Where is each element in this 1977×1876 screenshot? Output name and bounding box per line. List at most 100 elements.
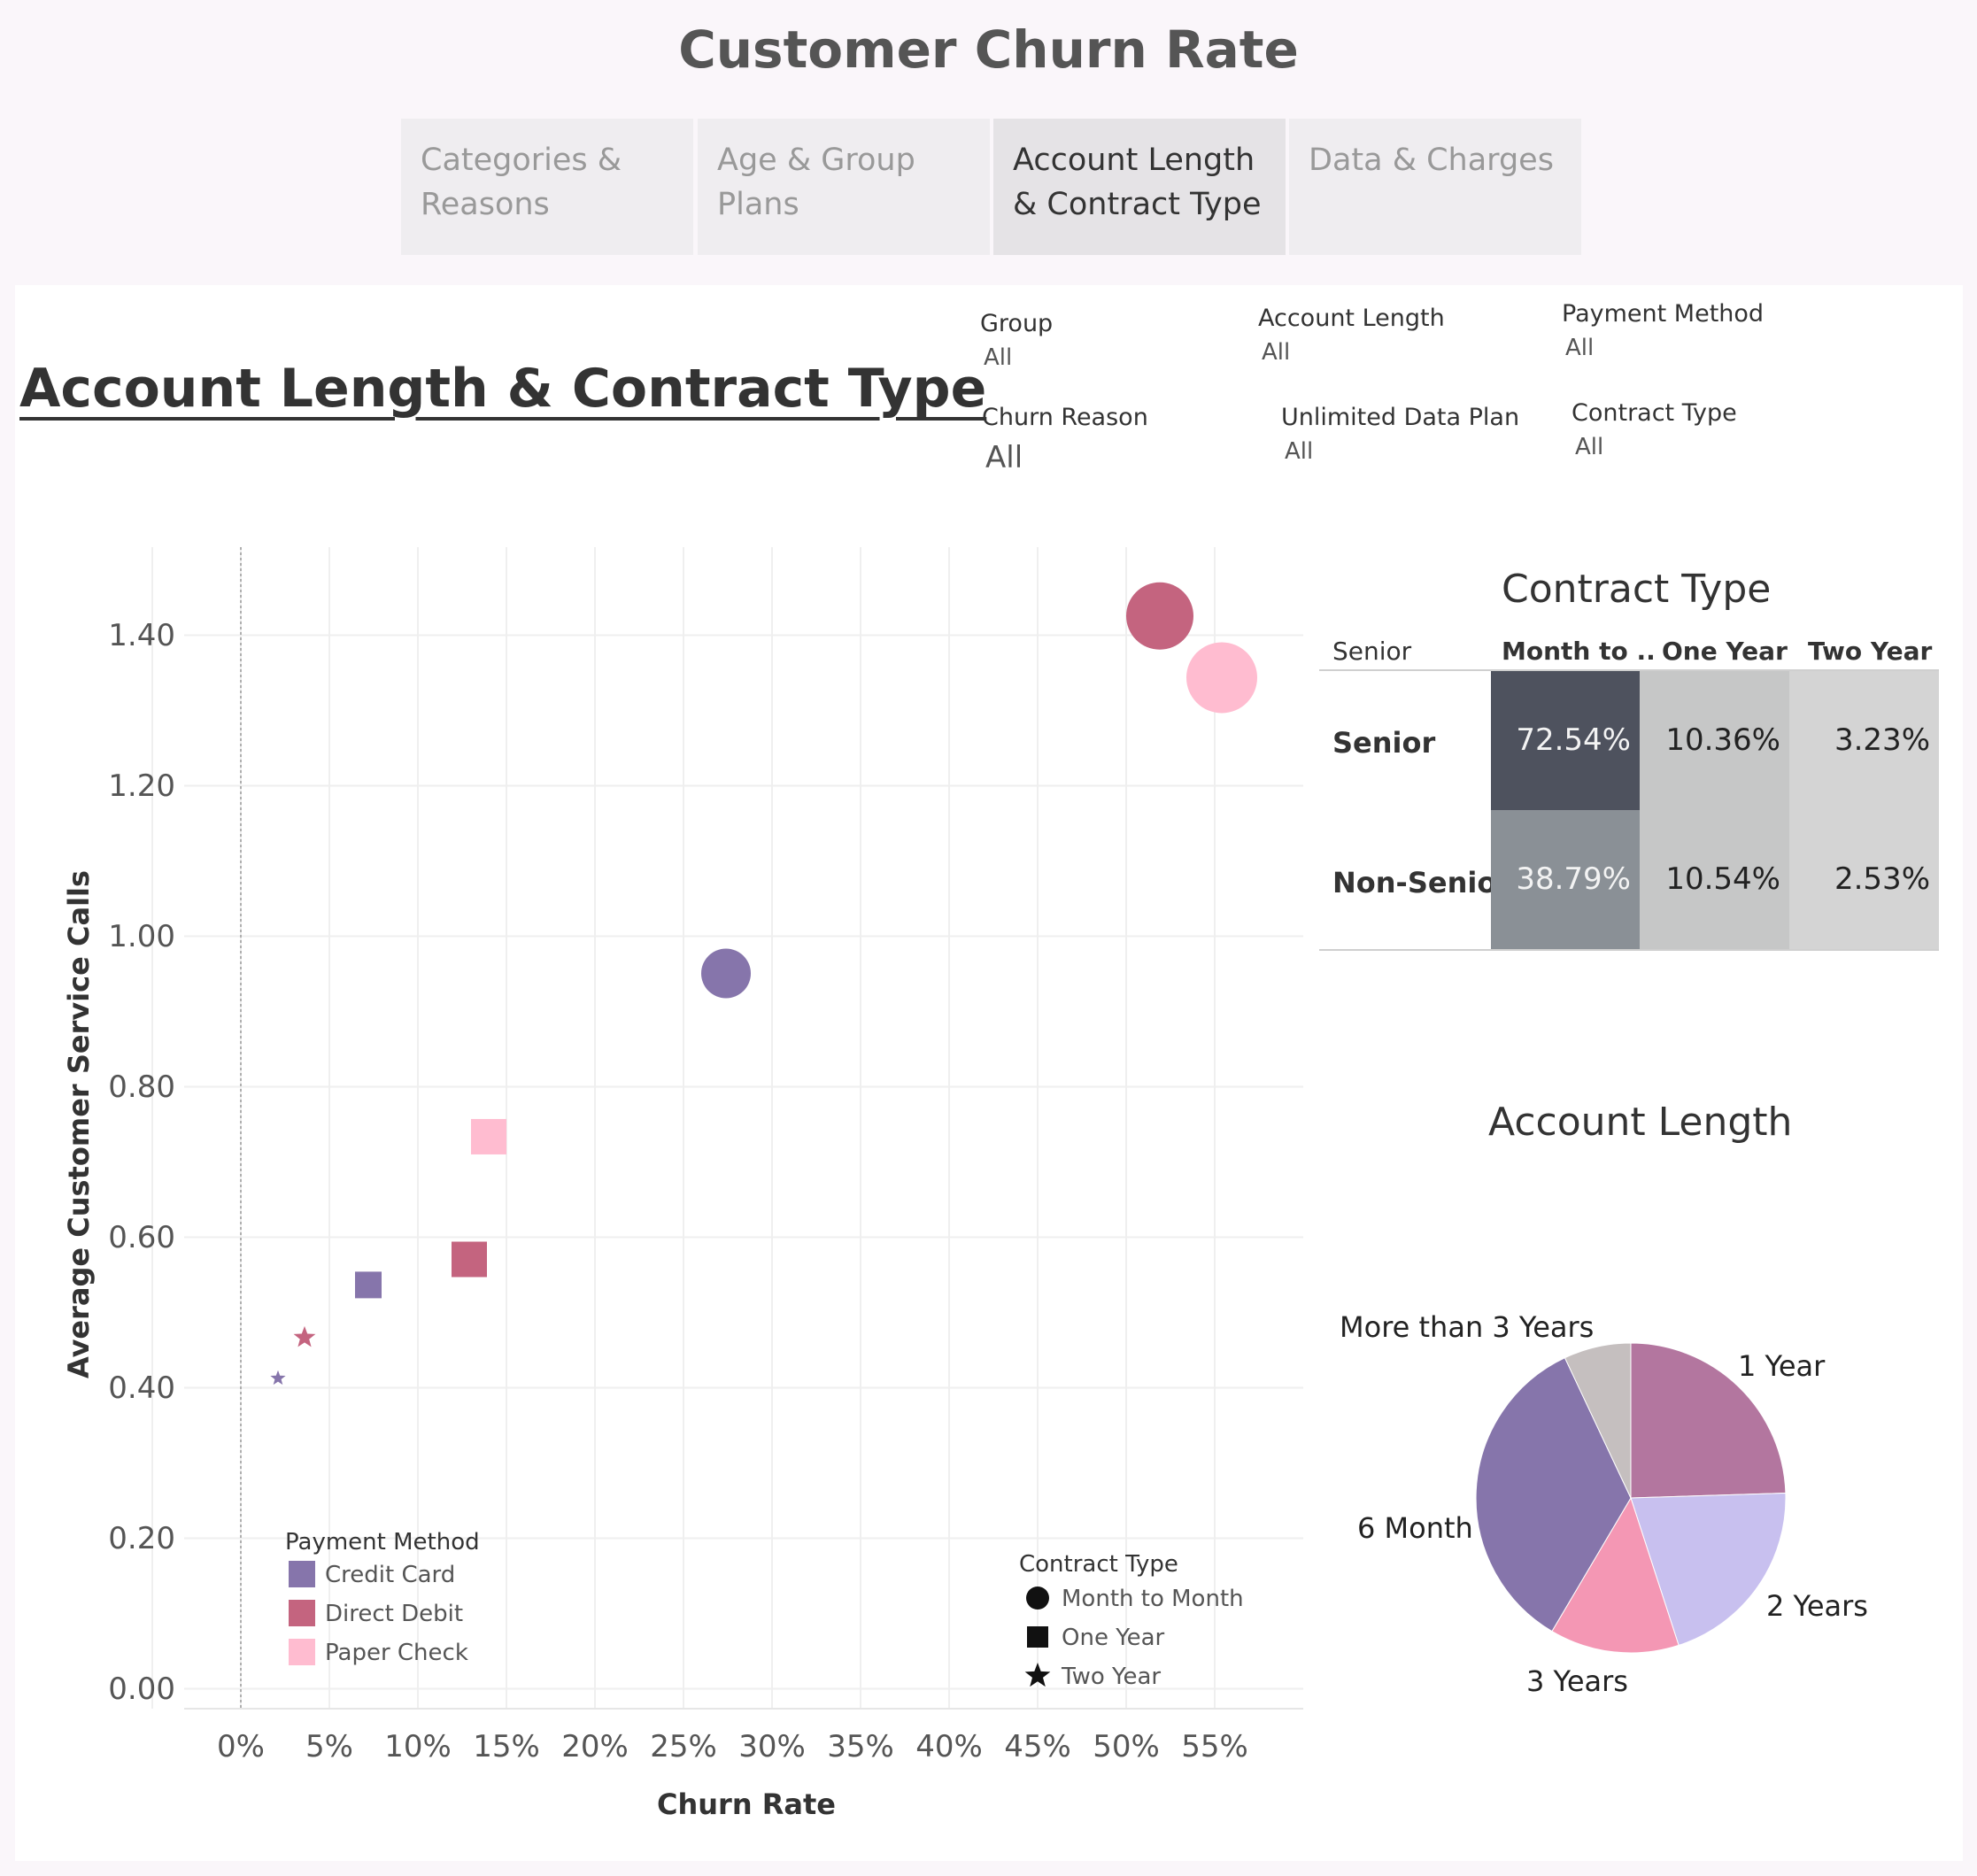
heatmap-cell[interactable]: 2.53% [1789, 810, 1939, 949]
x-tick-label: 45% [1004, 1729, 1071, 1764]
legend-swatch-direct-debit[interactable] [289, 1600, 315, 1626]
x-tick-label: 15% [473, 1729, 540, 1764]
heatmap-col-two-year: Two Year [1808, 637, 1933, 666]
heatmap-cell[interactable]: 10.54% [1640, 810, 1789, 949]
scatter-point-credit-card-two-year[interactable] [270, 1370, 286, 1386]
filter-unlimited-data-plan-value[interactable]: All [1285, 438, 1314, 465]
x-tick-label: 25% [650, 1729, 717, 1764]
heatmap-cell[interactable]: 3.23% [1789, 671, 1939, 810]
legend-contract-type: Contract Type Month to Month One Year Two … [1019, 1551, 1244, 1690]
x-tick-label: 35% [827, 1729, 894, 1764]
heatmap-header-divider [1319, 669, 1939, 671]
filter-account-length-value[interactable]: All [1262, 339, 1291, 366]
x-tick-label: 50% [1093, 1729, 1160, 1764]
y-tick-label: 0.40 [108, 1370, 175, 1406]
scatter-grid [151, 547, 1303, 1710]
filter-group-value[interactable]: All [984, 344, 1013, 371]
filter-contract-type-label: Contract Type [1572, 399, 1737, 427]
filter-contract-type[interactable]: Contract Type All [1572, 399, 1737, 460]
heatmap-row-senior: Senior [1332, 726, 1436, 760]
legend-label-two-year: Two Year [1061, 1664, 1161, 1690]
pie-slice-2-years[interactable] [1630, 1492, 1787, 1647]
y-tick-label: 1.20 [108, 768, 175, 804]
x-tick-label: 30% [738, 1729, 806, 1764]
heatmap-cell[interactable]: 72.54% [1491, 671, 1640, 810]
legend-label-one-year: One Year [1062, 1625, 1165, 1651]
legend-shape-one-year-icon[interactable] [1027, 1626, 1048, 1648]
heatmap-row-header: Senior [1332, 637, 1412, 666]
filter-unlimited-data-plan[interactable]: Unlimited Data Plan All [1281, 404, 1519, 465]
y-tick-label: 1.40 [108, 618, 175, 653]
scatter-point-direct-debit-two-year[interactable] [293, 1325, 316, 1347]
heatmap-cell[interactable]: 10.36% [1640, 671, 1789, 810]
scatter-point-credit-card-one-year[interactable] [355, 1271, 382, 1299]
scatter-point-paper-check-one-year[interactable] [471, 1118, 506, 1154]
legend-swatch-paper-check[interactable] [289, 1639, 315, 1665]
tab-account-length-contract-type[interactable]: Account Length & Contract Type [993, 119, 1286, 255]
y-tick-label: 1.00 [108, 919, 175, 954]
section-title: Account Length & Contract Type [19, 358, 987, 420]
filter-account-length[interactable]: Account Length All [1258, 305, 1445, 366]
pie-label-1-year: 1 Year [1738, 1349, 1826, 1383]
y-axis-title: Average Customer Service Calls [62, 870, 96, 1378]
pie-label-6-month: 6 Month [1357, 1511, 1473, 1545]
heatmap-bottom-divider [1319, 949, 1939, 951]
x-tick-label: 20% [561, 1729, 629, 1764]
legend-shape-month-to-month-icon[interactable] [1026, 1586, 1049, 1610]
legend-payment-method: Payment Method Credit Card Direct Debit Pa… [285, 1529, 480, 1666]
pie-slice-more-than-3-years[interactable] [1564, 1342, 1632, 1499]
pie-slice-1-year[interactable] [1630, 1342, 1787, 1499]
legend-contract-title: Contract Type [1019, 1551, 1178, 1578]
filter-payment-method-value[interactable]: All [1565, 335, 1595, 361]
scatter-point-direct-debit-one-year[interactable] [452, 1241, 487, 1278]
legend-label-paper-check: Paper Check [325, 1640, 468, 1666]
x-tick-label: 5% [305, 1729, 353, 1764]
filter-churn-reason-label: Churn Reason [982, 404, 1148, 431]
filter-unlimited-data-plan-label: Unlimited Data Plan [1281, 404, 1520, 431]
tab-age-group-plans[interactable]: Age & Group Plans [698, 119, 990, 255]
filter-group-label: Group [980, 310, 1054, 337]
pie-label-2-years: 2 Years [1766, 1589, 1868, 1623]
pie-slice-3-years[interactable] [1551, 1496, 1680, 1654]
dashboard-title: Customer Churn Rate [678, 19, 1299, 80]
legend-label-credit-card: Credit Card [325, 1562, 455, 1588]
y-tick-label: 0.60 [108, 1220, 175, 1255]
x-tick-label: 10% [384, 1729, 452, 1764]
pie-label-3-years: 3 Years [1526, 1664, 1628, 1698]
scatter-point-paper-check-month-to-month[interactable] [1186, 642, 1257, 714]
legend-swatch-credit-card[interactable] [289, 1561, 315, 1587]
heatmap-cell[interactable]: 38.79% [1491, 810, 1640, 949]
x-tick-label: 55% [1181, 1729, 1248, 1764]
x-tick-label: 40% [915, 1729, 983, 1764]
pie-label-more-than-3-years: More than 3 Years [1340, 1310, 1595, 1344]
y-tick-label: 0.20 [108, 1521, 175, 1556]
legend-label-month-to-month: Month to Month [1062, 1586, 1244, 1612]
filter-account-length-label: Account Length [1258, 305, 1445, 332]
scatter-point-direct-debit-month-to-month[interactable] [1126, 582, 1193, 650]
filter-payment-method[interactable]: Payment Method All [1562, 300, 1764, 361]
y-tick-label: 0.80 [108, 1069, 175, 1105]
account-length-pie [1475, 1342, 1787, 1654]
y-tick-label: 0.00 [108, 1671, 175, 1707]
filter-churn-reason[interactable]: Churn Reason All [982, 404, 1148, 475]
x-axis-title: Churn Rate [657, 1787, 836, 1821]
filter-group[interactable]: Group All [980, 310, 1053, 371]
filter-payment-method-label: Payment Method [1562, 300, 1765, 328]
scatter-chart: 0% 5% 10% 15% 20% 25% 30% 35% 40% 45% 50% 55% 0.00 0.… [62, 547, 1303, 1821]
account-length-chart-title: Account Length [1488, 1100, 1793, 1145]
legend-payment-title: Payment Method [285, 1529, 480, 1556]
legend-label-direct-debit: Direct Debit [325, 1601, 463, 1627]
tab-data-charges[interactable]: Data & Charges [1289, 119, 1581, 255]
heatmap-col-one-year: One Year [1662, 637, 1788, 666]
scatter-point-credit-card-month-to-month[interactable] [701, 948, 751, 999]
tab-categories-reasons[interactable]: Categories & Reasons [401, 119, 693, 255]
contract-type-heatmap: Senior Month to .. One Year Two Year Sen… [1319, 633, 1939, 952]
filter-contract-type-value[interactable]: All [1575, 434, 1604, 460]
heatmap-col-month-to-month: Month to .. [1502, 637, 1656, 666]
legend-shape-two-year-icon[interactable] [1024, 1663, 1051, 1687]
heatmap-row-non-senior: Non-Senior [1332, 866, 1511, 899]
pie-slice-6-month[interactable] [1475, 1357, 1632, 1633]
filter-churn-reason-value[interactable]: All [985, 440, 1023, 475]
x-tick-label: 0% [217, 1729, 265, 1764]
scatter-points [270, 582, 1257, 1386]
